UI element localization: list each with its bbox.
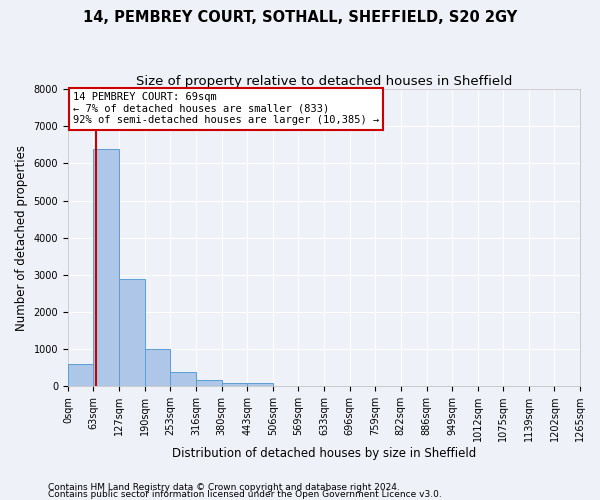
Bar: [94, 148, 119, 386]
Bar: [119, 278, 145, 386]
Y-axis label: Number of detached properties: Number of detached properties: [15, 144, 28, 330]
Text: Contains public sector information licensed under the Open Government Licence v3: Contains public sector information licen…: [48, 490, 442, 499]
Bar: [145, 349, 170, 386]
Bar: [196, 380, 222, 386]
Text: Contains HM Land Registry data © Crown copyright and database right 2024.: Contains HM Land Registry data © Crown c…: [48, 484, 400, 492]
Text: 14, PEMBREY COURT, SOTHALL, SHEFFIELD, S20 2GY: 14, PEMBREY COURT, SOTHALL, SHEFFIELD, S…: [83, 10, 517, 25]
Text: 14 PEMBREY COURT: 69sqm
← 7% of detached houses are smaller (833)
92% of semi-de: 14 PEMBREY COURT: 69sqm ← 7% of detached…: [73, 92, 379, 126]
Title: Size of property relative to detached houses in Sheffield: Size of property relative to detached ho…: [136, 75, 512, 88]
Bar: [68, 364, 94, 386]
X-axis label: Distribution of detached houses by size in Sheffield: Distribution of detached houses by size …: [172, 447, 476, 460]
Bar: [222, 382, 247, 386]
Bar: [247, 384, 273, 386]
Bar: [170, 372, 196, 386]
